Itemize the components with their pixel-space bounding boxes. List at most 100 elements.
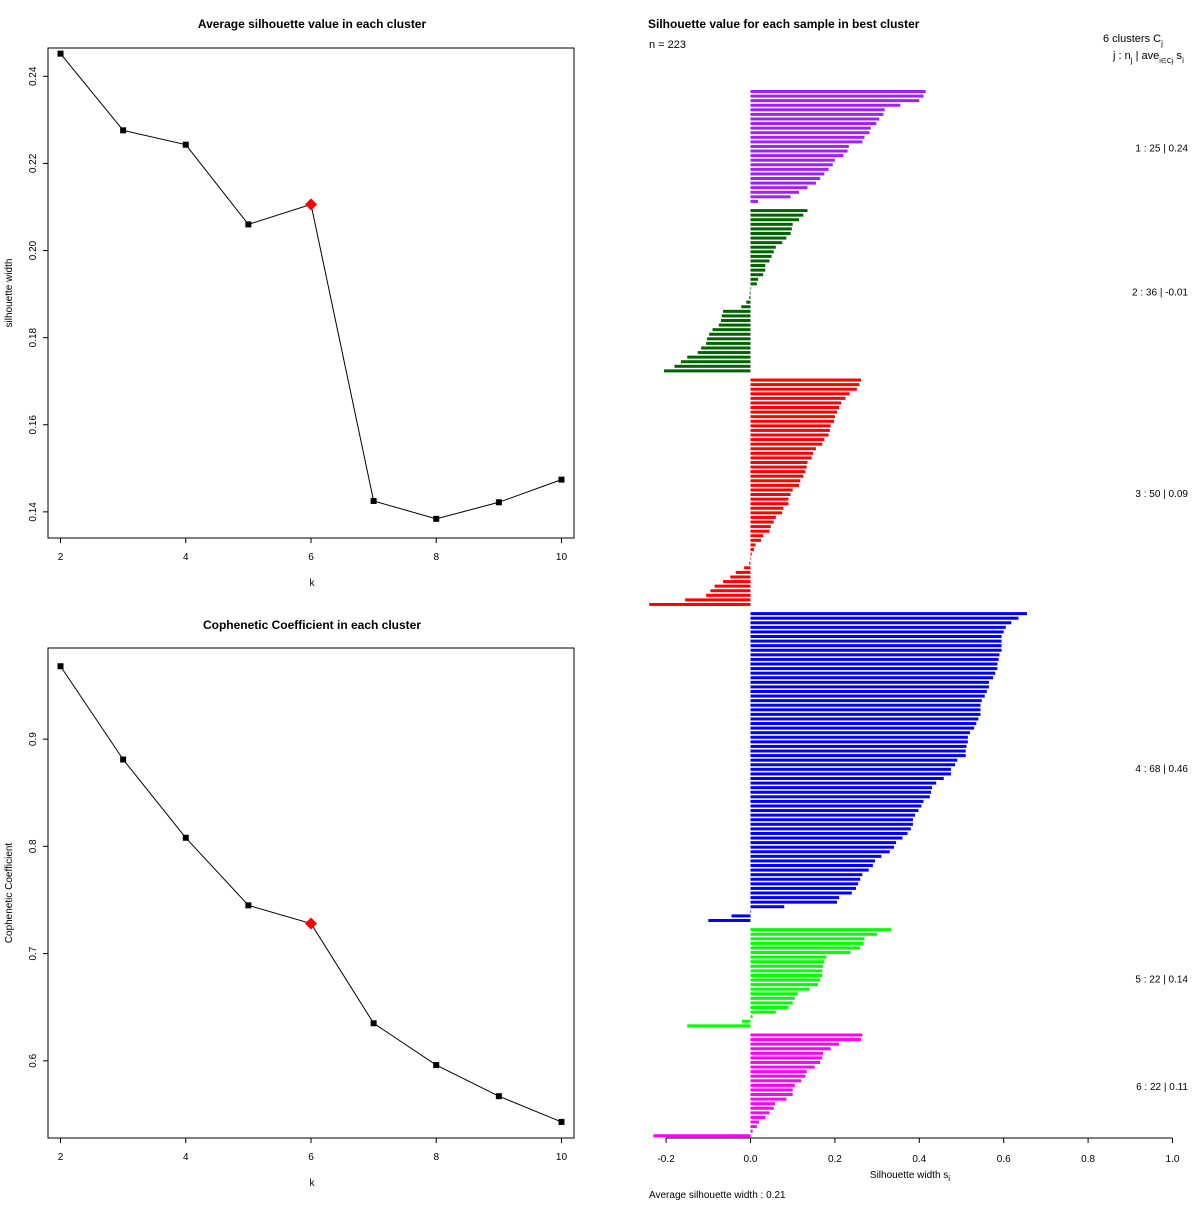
silhouette-bar-c1 [750,177,821,181]
silhouette-bar-c4 [750,909,752,913]
silhouette-bar-c4 [750,699,982,703]
silhouette-bar-c2 [750,218,800,222]
silhouette-bar-c5 [750,969,823,973]
silhouette-bar-c3 [750,520,774,524]
silhouette-bar-c3 [685,598,751,602]
avg-silhouette-x-tick-label: 2 [58,552,64,563]
silhouette-bar-c4 [750,625,1006,629]
silhouette-bar-c4 [750,653,1000,657]
silhouette-bar-c4 [750,850,890,854]
silhouette-bar-c5 [750,955,827,959]
silhouette-x-tick-label: 0.0 [744,1154,758,1165]
silhouette-bar-c4 [750,703,981,707]
avg-silhouette-highlight-point [305,198,317,211]
silhouette-bar-c5 [750,978,821,982]
silhouette-bar-c6 [750,1051,824,1055]
silhouette-bar-c6 [750,1115,766,1119]
silhouette-bar-c2 [750,264,766,268]
avg-silhouette-y-tick-label: 0.22 [28,153,39,173]
cophenetic-x-tick-label: 10 [556,1152,568,1163]
silhouette-x-tick-label: -0.2 [657,1154,675,1165]
silhouette-bar-c1 [750,94,924,98]
cophenetic-axes: 2 4 6 8 10 0.6 0.7 0.8 0.9 [28,732,567,1163]
silhouette-bar-c2 [723,309,751,313]
silhouette-bar-c6 [750,1079,802,1083]
silhouette-bar-c6 [750,1042,840,1046]
silhouette-n-label: n = 223 [649,39,686,51]
silhouette-title: Silhouette value for each sample in best… [648,17,920,31]
cophenetic-data-point [370,1020,377,1027]
xlabel-sub: i [948,1174,950,1183]
silhouette-bar-c5 [750,928,892,932]
silhouette-bar-c4 [750,767,951,771]
silhouette-bar-c3 [750,534,764,538]
silhouette-bar-c5 [750,946,861,950]
avg-silhouette-marks [57,50,565,522]
silhouette-bar-c5 [687,1024,751,1028]
cophenetic-data-point [57,663,64,670]
silhouette-bar-c4 [750,689,987,693]
header2-tail: | ave [1133,50,1160,62]
cluster-label-2: 2 : 36 | -0.01 [1132,288,1188,299]
silhouette-bar-c2 [750,259,770,263]
silhouette-bar-c2 [720,319,751,322]
silhouette-bar-c3 [649,602,751,606]
silhouette-bar-c1 [750,108,885,112]
silhouette-bar-c2 [749,296,751,300]
silhouette-bar-c5 [750,932,878,936]
silhouette-bar-c4 [750,868,869,872]
silhouette-bar-c1 [750,140,863,144]
silhouette-bar-c3 [750,424,831,428]
silhouette-bar-c6 [750,1102,775,1106]
silhouette-bar-c4 [750,864,873,868]
silhouette-bar-c4 [750,831,908,835]
silhouette-bar-c4 [750,616,1019,620]
silhouette-bar-c4 [750,722,977,726]
avg-silhouette-data-point [245,221,252,228]
silhouette-bar-c6 [750,1125,757,1129]
silhouette-bar-c1 [750,195,791,199]
avg-silhouette-y-tick-label: 0.14 [28,502,39,522]
silhouette-bar-c4 [750,671,996,675]
silhouette-bar-c4 [750,708,981,712]
silhouette-panel: Silhouette value for each sample in best… [648,17,1188,1201]
silhouette-bar-c3 [750,419,835,423]
silhouette-bar-c4 [708,918,751,922]
cophenetic-x-tick-label: 2 [58,1152,64,1163]
silhouette-bar-c2 [750,250,774,254]
cluster-label-5: 5 : 22 | 0.14 [1135,975,1188,986]
silhouette-bar-c4 [750,781,937,785]
silhouette-bar-c6 [750,1056,823,1060]
silhouette-bar-c2 [746,300,751,304]
silhouette-bar-c2 [750,282,757,286]
silhouette-bar-c3 [750,488,793,492]
silhouette-bar-c5 [750,941,864,945]
cophenetic-marks [57,663,565,1125]
silhouette-bar-c2 [674,364,751,368]
silhouette-bar-c6 [653,1134,751,1138]
cluster-label-6: 6 : 22 | 0.11 [1136,1082,1188,1093]
silhouette-bar-c2 [687,355,751,359]
silhouette-bar-c4 [750,635,1002,639]
silhouette-bar-c4 [750,772,951,776]
silhouette-bar-c3 [750,396,846,400]
cophenetic-y-tick-label: 0.9 [28,732,39,746]
silhouette-bar-c2 [718,323,751,327]
silhouette-bar-c3 [714,584,751,588]
silhouette-bar-c2 [750,213,804,217]
silhouette-bar-c2 [750,254,772,258]
silhouette-bar-c4 [750,685,989,689]
silhouette-bar-c4 [750,744,967,748]
silhouette-bar-c4 [750,845,894,849]
silhouette-bar-c3 [749,561,751,565]
silhouette-bar-c3 [750,451,813,455]
silhouette-bar-c4 [750,712,981,716]
silhouette-bar-c2 [750,268,766,272]
silhouette-bar-c4 [750,795,930,799]
silhouette-bar-c4 [750,854,882,858]
avg-silhouette-y-tick-label: 0.16 [28,415,39,435]
silhouette-bar-c3 [710,589,751,593]
silhouette-bar-c1 [750,172,825,176]
silhouette-bar-c5 [750,996,795,1000]
silhouette-bar-c4 [750,818,913,822]
